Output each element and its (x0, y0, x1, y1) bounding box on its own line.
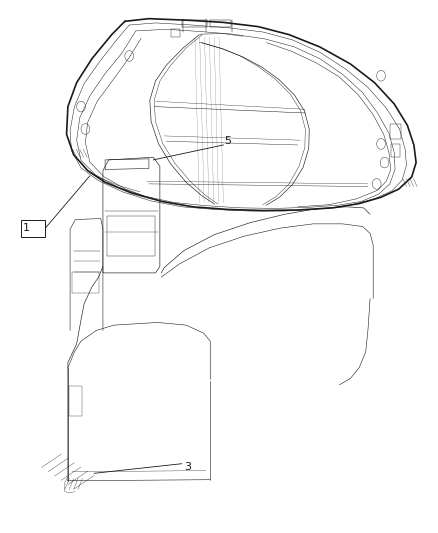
Bar (210, 20, 231, 27)
Bar (69, 386, 82, 416)
Bar (21, 220, 45, 237)
Bar (391, 144, 400, 157)
Text: 1: 1 (23, 223, 30, 233)
Bar (107, 216, 155, 256)
Text: 5: 5 (224, 136, 231, 146)
Bar (171, 29, 180, 37)
Bar (72, 272, 99, 293)
Bar (390, 124, 401, 139)
Text: 3: 3 (184, 462, 191, 472)
Bar (182, 20, 207, 27)
